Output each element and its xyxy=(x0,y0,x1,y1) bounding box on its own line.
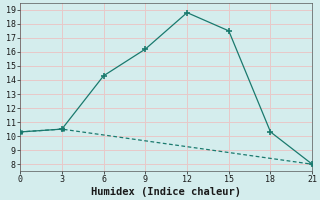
X-axis label: Humidex (Indice chaleur): Humidex (Indice chaleur) xyxy=(91,187,241,197)
